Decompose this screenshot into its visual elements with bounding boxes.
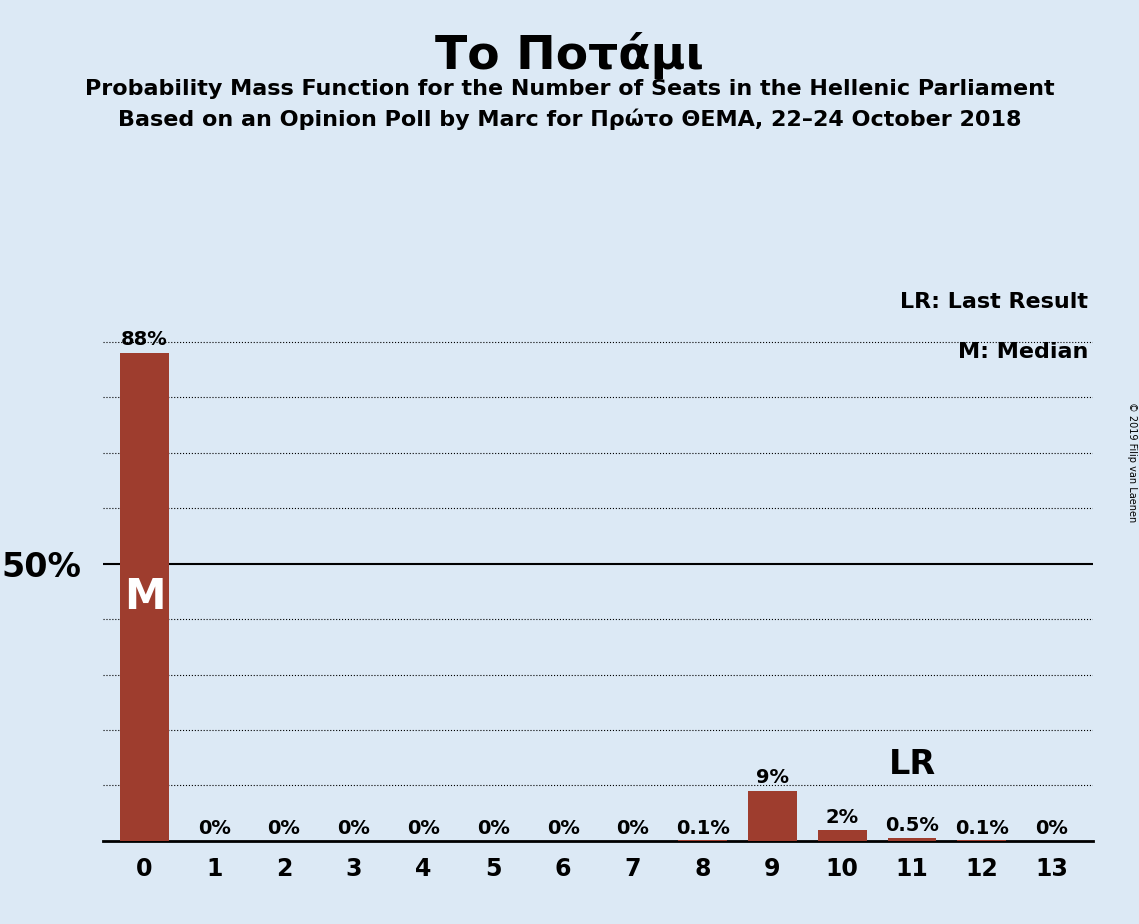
Text: 0%: 0% bbox=[547, 819, 580, 838]
Text: 9%: 9% bbox=[756, 768, 789, 786]
Text: 0%: 0% bbox=[268, 819, 301, 838]
Text: 0.5%: 0.5% bbox=[885, 816, 939, 835]
Text: 0%: 0% bbox=[1035, 819, 1068, 838]
Text: LR: Last Result: LR: Last Result bbox=[901, 292, 1089, 312]
Text: 0%: 0% bbox=[407, 819, 440, 838]
Text: 2%: 2% bbox=[826, 808, 859, 827]
Text: Based on an Opinion Poll by Marc for Πρώτο ΘΕΜΑ, 22–24 October 2018: Based on an Opinion Poll by Marc for Πρώ… bbox=[117, 108, 1022, 129]
Text: 0%: 0% bbox=[198, 819, 230, 838]
Text: 0%: 0% bbox=[477, 819, 510, 838]
Text: 0%: 0% bbox=[616, 819, 649, 838]
Text: 0.1%: 0.1% bbox=[954, 819, 1009, 837]
Text: LR: LR bbox=[888, 748, 935, 781]
Text: 88%: 88% bbox=[121, 330, 167, 348]
Text: © 2019 Filip van Laenen: © 2019 Filip van Laenen bbox=[1126, 402, 1137, 522]
Text: Το Ποτάμι: Το Ποτάμι bbox=[435, 32, 704, 79]
Text: 0%: 0% bbox=[337, 819, 370, 838]
Bar bbox=[748, 791, 797, 841]
Text: Probability Mass Function for the Number of Seats in the Hellenic Parliament: Probability Mass Function for the Number… bbox=[84, 79, 1055, 99]
Bar bbox=[887, 838, 936, 841]
Bar bbox=[818, 830, 867, 841]
Bar bbox=[120, 353, 169, 841]
Text: M: Median: M: Median bbox=[958, 342, 1089, 362]
Text: 0.1%: 0.1% bbox=[675, 819, 730, 837]
Text: M: M bbox=[124, 576, 165, 618]
